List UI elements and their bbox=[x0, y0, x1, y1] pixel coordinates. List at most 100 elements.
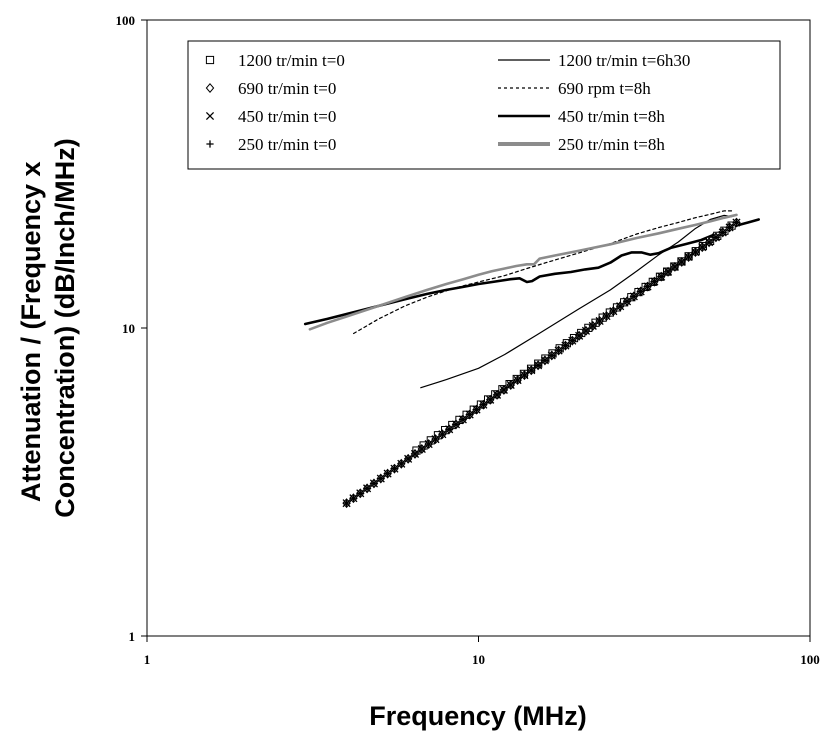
data-point bbox=[390, 465, 399, 473]
data-point bbox=[561, 342, 570, 350]
x-tick-label-2: 100 bbox=[800, 652, 820, 667]
series-line-5 bbox=[353, 210, 733, 335]
legend: 1200 tr/min t=0 1200 tr/min t=6h30 690 tr/… bbox=[187, 40, 781, 170]
legend-items: 1200 tr/min t=0 1200 tr/min t=6h30 690 tr/… bbox=[205, 51, 690, 154]
data-point bbox=[568, 337, 576, 345]
series-markers-3 bbox=[342, 218, 741, 507]
data-point bbox=[705, 238, 713, 246]
data-point bbox=[411, 450, 419, 458]
y-axis-title-line-1: Attenuation / (Frequency x bbox=[16, 161, 46, 502]
data-point bbox=[602, 312, 611, 320]
legend-label: 250 tr/min t=8h bbox=[558, 135, 665, 154]
data-point bbox=[500, 386, 508, 394]
data-point bbox=[438, 430, 446, 438]
data-point bbox=[459, 415, 467, 424]
series-markers bbox=[342, 217, 741, 509]
data-point bbox=[555, 346, 563, 355]
data-point bbox=[609, 307, 617, 315]
y-tick-label-0: 1 bbox=[129, 629, 136, 644]
data-point bbox=[623, 297, 631, 305]
data-point bbox=[534, 361, 542, 369]
legend-item-3: 690 rpm t=8h bbox=[498, 79, 651, 98]
y-tick-label-2: 100 bbox=[116, 13, 136, 28]
legend-label: 1200 tr/min t=0 bbox=[238, 51, 345, 70]
data-point bbox=[616, 302, 624, 310]
legend-label: 450 tr/min t=8h bbox=[558, 107, 665, 126]
data-point bbox=[397, 460, 405, 468]
data-point bbox=[384, 470, 392, 478]
legend-swatch bbox=[205, 55, 215, 65]
data-point bbox=[370, 479, 378, 488]
legend-label: 690 rpm t=8h bbox=[558, 79, 651, 98]
x-tick-label-0: 1 bbox=[144, 652, 151, 667]
data-point bbox=[404, 455, 412, 463]
data-point bbox=[643, 282, 652, 291]
legend-item-0: 1200 tr/min t=0 bbox=[205, 51, 345, 70]
legend-swatch bbox=[205, 83, 215, 93]
data-point bbox=[445, 425, 453, 433]
data-point bbox=[712, 233, 720, 241]
data-point bbox=[507, 381, 515, 389]
data-point bbox=[719, 228, 727, 236]
y-axis-title: Attenuation / (Frequency x Concentration… bbox=[16, 138, 80, 517]
series-line-4 bbox=[420, 214, 733, 389]
series-lines bbox=[303, 210, 760, 389]
legend-item-5: 450 tr/min t=8h bbox=[498, 107, 665, 126]
data-point bbox=[596, 317, 604, 325]
y-axis-title-line-2: Concentration) (dB/Inch/MHz) bbox=[50, 138, 80, 517]
data-point bbox=[342, 499, 351, 507]
data-point bbox=[527, 366, 535, 374]
data-point bbox=[664, 268, 672, 276]
data-point bbox=[650, 278, 658, 286]
series-line-6 bbox=[303, 218, 760, 326]
legend-item-6: 250 tr/min t=0 bbox=[206, 135, 336, 154]
x-axis-title: Frequency (MHz) bbox=[369, 701, 587, 731]
data-point bbox=[582, 327, 590, 335]
series-line-7 bbox=[308, 213, 738, 331]
x-tick-label-1: 10 bbox=[472, 652, 485, 667]
data-point bbox=[363, 484, 371, 492]
data-point bbox=[513, 376, 522, 384]
data-point bbox=[452, 420, 460, 428]
data-point bbox=[493, 391, 501, 399]
y-tick-label-1: 10 bbox=[122, 321, 135, 336]
data-point bbox=[486, 396, 494, 404]
data-point bbox=[349, 494, 358, 502]
legend-item-1: 1200 tr/min t=6h30 bbox=[498, 51, 690, 70]
data-point bbox=[425, 440, 433, 448]
tick-labels: 1 10 100 1 10 100 bbox=[116, 13, 820, 667]
data-point bbox=[431, 435, 440, 443]
data-point bbox=[637, 287, 645, 296]
legend-swatch bbox=[205, 111, 215, 121]
data-point bbox=[479, 401, 487, 409]
data-point bbox=[671, 263, 679, 271]
data-point bbox=[657, 273, 665, 281]
data-point bbox=[678, 258, 686, 266]
legend-item-7: 250 tr/min t=8h bbox=[498, 135, 665, 154]
data-point bbox=[698, 243, 706, 251]
legend-label: 250 tr/min t=0 bbox=[238, 135, 336, 154]
data-point bbox=[548, 351, 556, 360]
legend-label: 1200 tr/min t=6h30 bbox=[558, 51, 690, 70]
data-point bbox=[575, 332, 583, 340]
data-point bbox=[466, 410, 474, 419]
legend-item-2: 690 tr/min t=0 bbox=[205, 79, 336, 98]
data-point bbox=[356, 489, 364, 497]
axis-ticks bbox=[141, 19, 811, 642]
data-point bbox=[684, 253, 693, 261]
legend-swatch bbox=[206, 140, 214, 148]
data-point bbox=[418, 445, 426, 453]
data-point bbox=[732, 218, 741, 227]
data-point bbox=[520, 371, 529, 379]
data-point bbox=[377, 474, 385, 483]
legend-label: 450 tr/min t=0 bbox=[238, 107, 336, 126]
legend-label: 690 tr/min t=0 bbox=[238, 79, 336, 98]
data-point bbox=[691, 248, 700, 256]
data-point bbox=[472, 406, 481, 414]
data-point bbox=[630, 292, 638, 300]
data-point bbox=[541, 356, 549, 364]
legend-box bbox=[187, 40, 781, 170]
data-point bbox=[726, 223, 734, 232]
legend-item-4: 450 tr/min t=0 bbox=[205, 107, 336, 126]
